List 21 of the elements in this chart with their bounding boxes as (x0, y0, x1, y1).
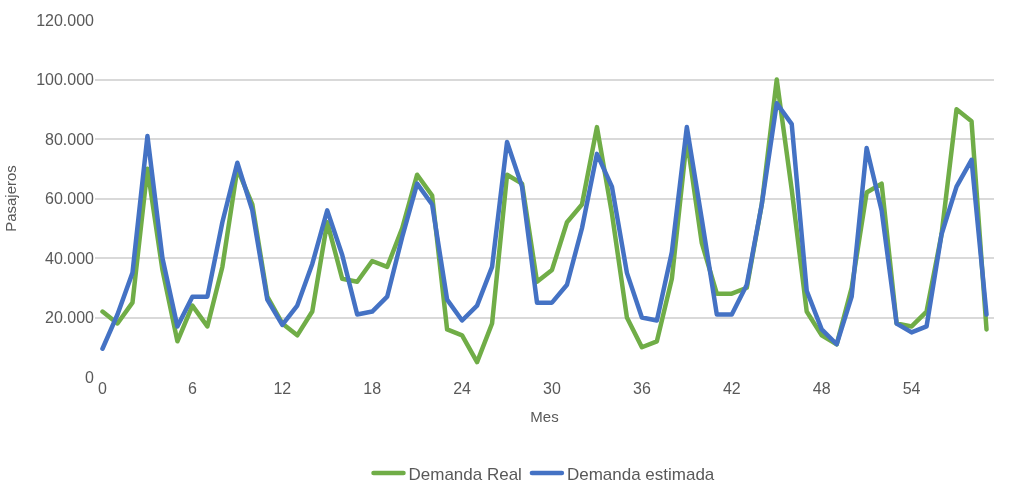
y-tick-label: 100.000 (36, 71, 95, 89)
x-tick-label: 6 (187, 380, 197, 397)
x-axis-title: Mes (530, 408, 559, 425)
x-tick-label: 48 (812, 380, 831, 397)
x-tick-label: 42 (722, 380, 741, 397)
legend-label: Demanda estimada (566, 464, 715, 484)
y-tick-label: 80.000 (45, 130, 95, 148)
x-tick-label: 0 (98, 380, 108, 397)
y-tick-label: 40.000 (45, 249, 95, 267)
y-tick-label: 120.000 (36, 11, 95, 29)
x-tick-label: 54 (902, 380, 921, 397)
y-tick-label: 20.000 (45, 309, 95, 327)
x-tick-label: 24 (453, 380, 472, 397)
x-tick-label: 18 (363, 380, 382, 397)
x-tick-label: 36 (632, 380, 651, 397)
y-tick-label: 0 (85, 368, 95, 386)
legend-label: Demanda Real (408, 464, 522, 484)
x-tick-label: 12 (273, 380, 292, 397)
y-tick-label: 60.000 (45, 190, 95, 208)
x-tick-label: 30 (543, 380, 561, 397)
y-axis-title: Pasajeros (2, 165, 20, 232)
